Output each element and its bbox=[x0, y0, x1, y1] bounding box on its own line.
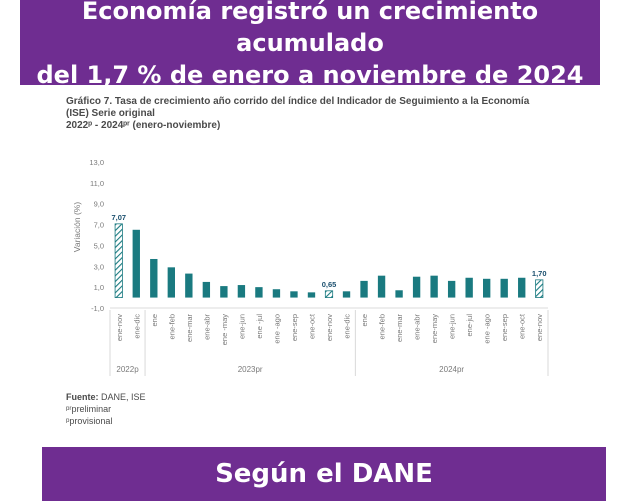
x-tick-label: ene bbox=[150, 314, 159, 327]
bar bbox=[150, 258, 158, 298]
y-tick-label: 13,0 bbox=[89, 158, 104, 167]
x-tick-label: ene-sep bbox=[290, 314, 299, 341]
group-label: 2022p bbox=[116, 365, 139, 374]
y-axis-label: Variación (%) bbox=[72, 202, 82, 253]
x-tick-label: ene bbox=[360, 314, 369, 327]
bar bbox=[483, 278, 491, 298]
bar bbox=[307, 292, 316, 298]
bar bbox=[272, 289, 281, 298]
bar bbox=[237, 285, 246, 298]
bar bbox=[395, 290, 403, 298]
y-tick-label: 11,0 bbox=[90, 179, 104, 188]
bar bbox=[535, 279, 544, 298]
y-tick-label: -1,0 bbox=[91, 304, 104, 313]
x-tick-label: ene-oct bbox=[307, 313, 316, 339]
x-tick-label: ene -ago bbox=[483, 314, 492, 344]
headline-line-1: Economía registró un crecimiento acumula… bbox=[81, 0, 539, 57]
chart-title-line-2: (ISE) Serie original bbox=[66, 108, 155, 119]
bar bbox=[447, 280, 456, 298]
data-label: 1,70 bbox=[532, 269, 547, 278]
x-tick-label: ene-nov bbox=[535, 314, 544, 341]
data-label: 0,65 bbox=[322, 280, 337, 289]
x-tick-label: ene-jun bbox=[448, 314, 457, 339]
note-preliminary: ᵖʳpreliminar bbox=[66, 404, 112, 414]
y-tick-label: 5,0 bbox=[94, 241, 104, 250]
y-tick-label: 1,0 bbox=[94, 283, 104, 292]
y-tick-label: 9,0 bbox=[94, 200, 104, 209]
x-tick-label: ene-mar bbox=[185, 314, 194, 342]
source-label: Fuente: bbox=[66, 392, 99, 402]
bar bbox=[377, 275, 386, 298]
chart-title-line-3: 2022ᵖ - 2024ᵖʳ (enero-noviembre) bbox=[66, 120, 221, 131]
chart-notes: Fuente: DANE, ISE ᵖʳpreliminar ᵖprovisio… bbox=[66, 391, 146, 427]
source-text: DANE, ISE bbox=[101, 392, 146, 402]
x-tick-label: ene-dic bbox=[343, 314, 352, 339]
x-tick-label: ene-abr bbox=[413, 314, 422, 340]
note-provisional: ᵖprovisional bbox=[66, 416, 113, 426]
bar bbox=[167, 267, 175, 298]
x-tick-label: ene-jul bbox=[465, 314, 474, 337]
x-tick-label: ene-nov bbox=[115, 314, 124, 341]
bar bbox=[518, 277, 526, 298]
data-label: 7,07 bbox=[111, 213, 126, 222]
headline-line-2: del 1,7 % de enero a noviembre de 2024 bbox=[36, 60, 584, 89]
bar bbox=[465, 277, 473, 298]
bar bbox=[324, 290, 334, 298]
headline-banner: Economía registró un crecimiento acumula… bbox=[20, 0, 600, 89]
x-tick-label: ene-sep bbox=[500, 314, 509, 341]
x-tick-label: ene-jun bbox=[237, 314, 246, 339]
bar bbox=[360, 280, 368, 298]
chart-title-line-1: Gráfico 7. Tasa de crecimiento año corri… bbox=[66, 96, 530, 107]
x-tick-label: ene-dic bbox=[132, 314, 141, 339]
x-tick-label: ene -may bbox=[220, 314, 229, 346]
x-tick-label: ene-mar bbox=[395, 314, 404, 342]
x-tick-label: ene-oct bbox=[518, 313, 527, 339]
bar bbox=[342, 291, 351, 298]
x-tick-label: ene -jul bbox=[255, 314, 264, 339]
y-tick-label: 7,0 bbox=[94, 221, 104, 230]
bar bbox=[412, 276, 421, 298]
bar bbox=[220, 286, 228, 298]
bar bbox=[500, 278, 508, 298]
group-label: 2024pr bbox=[439, 365, 464, 374]
x-tick-label: ene-feb bbox=[167, 314, 176, 339]
footer-banner-text: Según el DANE bbox=[215, 459, 433, 489]
bar bbox=[202, 281, 211, 298]
chart-title: Gráfico 7. Tasa de crecimiento año corri… bbox=[66, 96, 586, 132]
y-tick-label: 3,0 bbox=[94, 262, 104, 271]
bar bbox=[430, 275, 438, 298]
bar bbox=[255, 287, 263, 298]
x-tick-label: ene-nov bbox=[325, 314, 334, 341]
bar bbox=[185, 273, 193, 298]
x-tick-label: ene -ago bbox=[272, 314, 281, 344]
x-tick-label: ene-feb bbox=[378, 314, 387, 339]
bar bbox=[132, 229, 140, 298]
bar bbox=[114, 223, 123, 298]
bar bbox=[290, 291, 298, 298]
x-tick-label: ene-may bbox=[430, 314, 439, 343]
group-label: 2023pr bbox=[238, 365, 263, 374]
x-tick-label: ene-abr bbox=[202, 314, 211, 340]
footer-banner: Según el DANE bbox=[42, 447, 606, 501]
